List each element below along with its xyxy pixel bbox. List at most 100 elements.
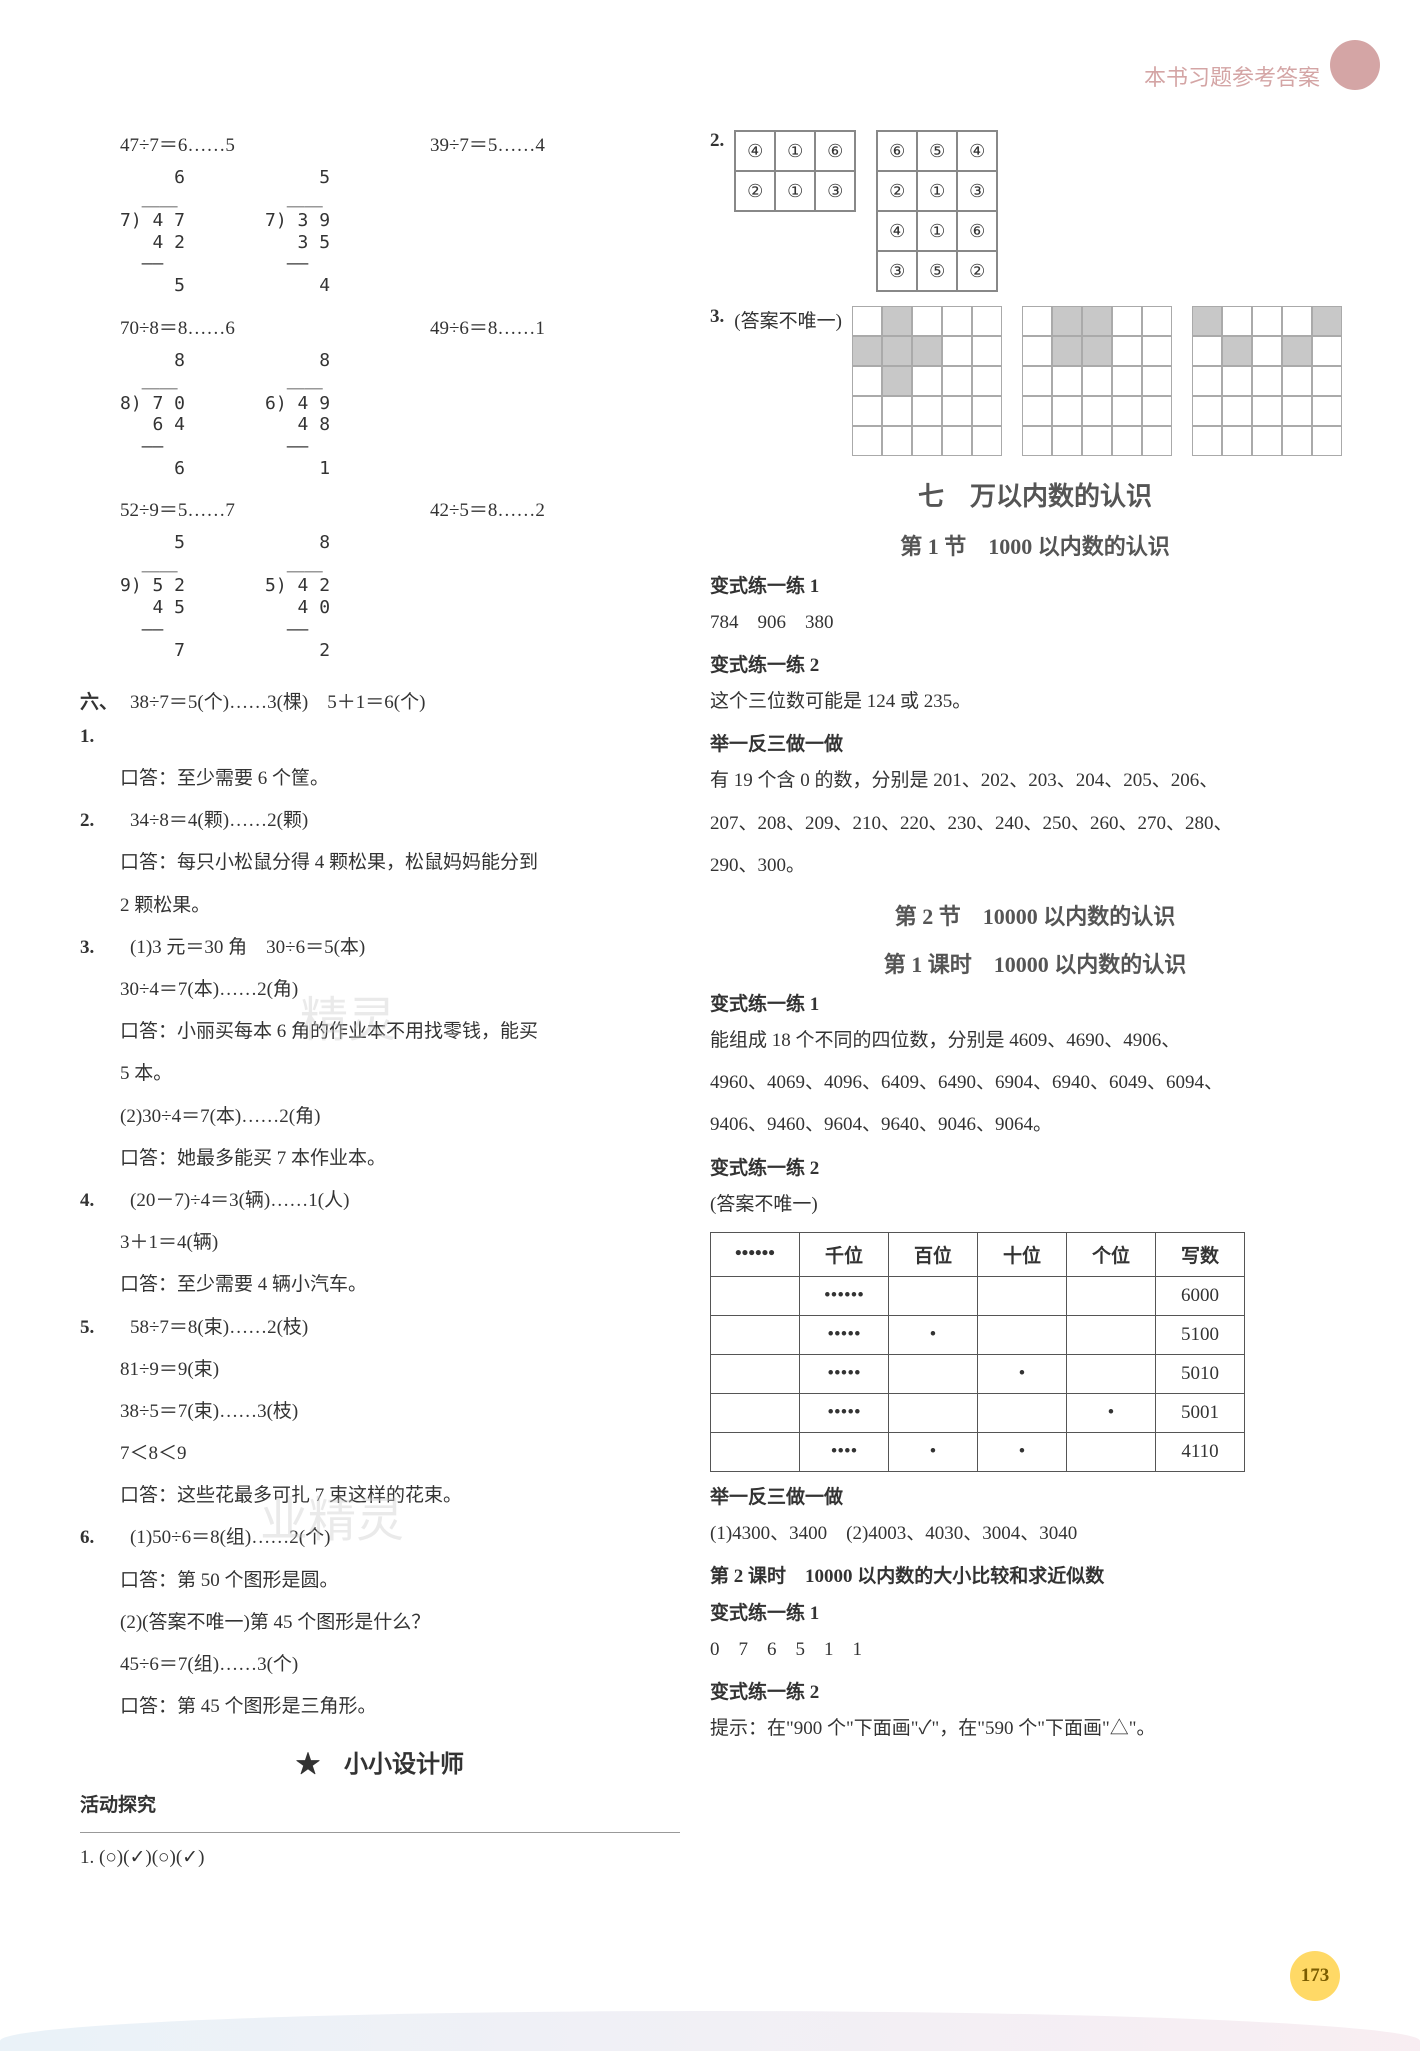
grid-cell: ④ [957, 131, 997, 171]
equation: 42÷5＝8……2 [430, 495, 680, 522]
table-row: ••••••5010 [711, 1354, 1245, 1393]
right-column: 2. ④①⑥②①③⑥⑤④②①③④①⑥③⑤② 3. (答案不唯一) 七 万以内数的… [710, 130, 1360, 1883]
table-header-cell: 十位 [978, 1232, 1067, 1276]
table-cell: 4110 [1156, 1432, 1245, 1471]
pattern-cell [1222, 366, 1252, 396]
q2-grids: ④①⑥②①③⑥⑤④②①③④①⑥③⑤② [734, 130, 1018, 292]
answer-line: 30÷4＝7(本)……2(角) [80, 973, 680, 1007]
pattern-cell [852, 366, 882, 396]
grid-cell: ① [775, 131, 815, 171]
answer-line: 能组成 18 个不同的四位数，分别是 4609、4690、4906、 [710, 1024, 1360, 1058]
table-cell: ••••• [800, 1315, 889, 1354]
pattern-cell [1252, 306, 1282, 336]
pattern-cell [1142, 306, 1172, 336]
pattern-cell [972, 366, 1002, 396]
equation-row: 52÷9＝5……7 42÷5＝8……2 [80, 495, 680, 522]
table-cell [978, 1315, 1067, 1354]
grid-cell: ⑤ [917, 251, 957, 291]
pattern-cell [1052, 396, 1082, 426]
item-label: 5. [80, 1311, 130, 1345]
activity-label: 活动探究 [80, 1789, 680, 1823]
pattern-cell [1282, 396, 1312, 426]
pattern-cell [1112, 396, 1142, 426]
pattern-cell [1252, 366, 1282, 396]
pattern-cell [912, 366, 942, 396]
long-division: 8 ＿＿ 8) 7 0 6 4 ―― 6 [120, 350, 185, 480]
pattern-cell [1222, 426, 1252, 456]
pattern-cell [942, 396, 972, 426]
section-title: 第 1 节 1000 以内数的认识 [710, 529, 1360, 561]
pattern-cell [882, 396, 912, 426]
pattern-cell [1112, 306, 1142, 336]
answer-line: 0 7 6 5 1 1 [710, 1633, 1360, 1667]
item-6-3: 3. (1)3 元＝30 角 30÷6＝5(本) [80, 931, 680, 965]
item-6-6: 6. (1)50÷6＝8(组)……2(个) [80, 1521, 680, 1555]
answer-line: 口答：每只小松鼠分得 4 颗松果，松鼠妈妈能分到 [80, 846, 680, 880]
equation-row: 70÷8＝8……6 49÷6＝8……1 [80, 313, 680, 340]
pattern-cell [1312, 306, 1342, 336]
pattern-cell [942, 426, 972, 456]
table-row: ••••••4110 [711, 1432, 1245, 1471]
item-label: 3. [710, 306, 724, 328]
subsection-label: 变式练一练 1 [710, 989, 1360, 1016]
table-header-cell: 百位 [889, 1232, 978, 1276]
table-cell: • [978, 1354, 1067, 1393]
table-cell: • [889, 1432, 978, 1471]
table-cell [711, 1432, 800, 1471]
answer-line: 口答：第 45 个图形是三角形。 [80, 1690, 680, 1724]
table-cell [889, 1276, 978, 1315]
subsection-label: 举一反三做一做 [710, 729, 1360, 756]
item-6-1: 六、1. 38÷7＝5(个)……3(棵) 5＋1＝6(个) [80, 686, 680, 754]
pattern-cell [1192, 396, 1222, 426]
grid-cell: ③ [877, 251, 917, 291]
pattern-cell [912, 426, 942, 456]
pattern-cell [1192, 306, 1222, 336]
grid-cell: ② [877, 171, 917, 211]
pattern-cell [1222, 396, 1252, 426]
pattern-cell [1282, 426, 1312, 456]
pattern-cell [912, 396, 942, 426]
answer-line: 45÷6＝7(组)……3(个) [80, 1648, 680, 1682]
pattern-cell [1052, 306, 1082, 336]
pattern-cell [912, 336, 942, 366]
grid-cell: ④ [877, 211, 917, 251]
pattern-cell [1022, 396, 1052, 426]
grid-cell: ⑥ [957, 211, 997, 251]
answer-grid: ⑥⑤④②①③④①⑥③⑤② [876, 130, 998, 292]
grid-cell: ④ [735, 131, 775, 171]
activity-answer: 1. (○)(✓)(○)(✓) [80, 1841, 680, 1875]
pattern-cell [942, 366, 972, 396]
item-label: 6. [80, 1521, 130, 1555]
item-label: 2. [710, 130, 724, 152]
table-cell [978, 1393, 1067, 1432]
pattern-cell [942, 336, 972, 366]
long-division: 5 ＿＿ 7) 3 9 3 5 ―― 4 [265, 167, 330, 297]
grid-cell: ① [917, 171, 957, 211]
pattern-cell [852, 336, 882, 366]
table-cell [711, 1315, 800, 1354]
pattern-cell [882, 336, 912, 366]
table-header-cell: 千位 [800, 1232, 889, 1276]
pattern-cell [1282, 336, 1312, 366]
answer-line: 口答：第 50 个图形是圆。 [80, 1564, 680, 1598]
pattern-cell [1022, 336, 1052, 366]
pattern-cell [1142, 366, 1172, 396]
pattern-cell [882, 366, 912, 396]
pattern-cell [1022, 306, 1052, 336]
answer-line: 有 19 个含 0 的数，分别是 201、202、203、204、205、206… [710, 764, 1360, 798]
long-division: 5 ＿＿ 9) 5 2 4 5 ―― 7 [120, 532, 185, 662]
answer-line: 这个三位数可能是 124 或 235。 [710, 685, 1360, 719]
grid-cell: ⑥ [815, 131, 855, 171]
answer-line: 207、208、209、210、220、230、240、250、260、270、… [710, 807, 1360, 841]
longdiv-row: 6 ＿＿ 7) 4 7 4 2 ―― 5 5 ＿＿ 7) 3 9 3 5 ―― … [80, 161, 680, 313]
grid-cell: ⑤ [917, 131, 957, 171]
grid-cell: ③ [815, 171, 855, 211]
table-cell: 5100 [1156, 1315, 1245, 1354]
table-cell [711, 1354, 800, 1393]
table-cell [889, 1354, 978, 1393]
grid-cell: ① [775, 171, 815, 211]
q3-row: 3. (答案不唯一) [710, 306, 1360, 456]
pattern-cell [1052, 366, 1082, 396]
answer-line: 38÷5＝7(束)……3(枝) [80, 1395, 680, 1429]
subsection-label: 变式练一练 1 [710, 1598, 1360, 1625]
